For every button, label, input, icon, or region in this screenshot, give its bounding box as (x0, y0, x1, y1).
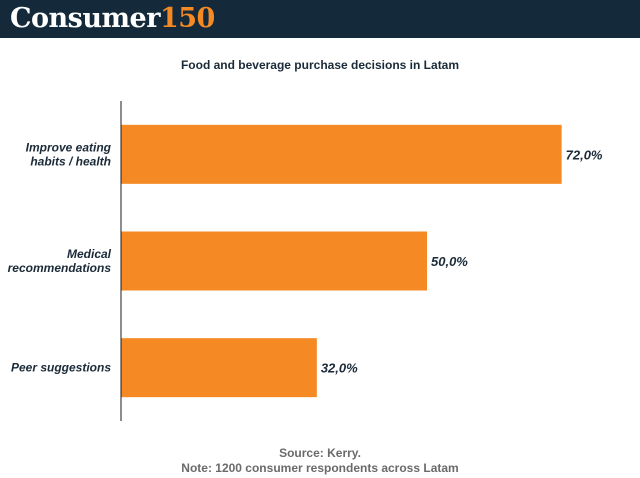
category-label-2: Medical recommendations (8, 247, 112, 275)
category-label-line: Peer suggestions (11, 361, 111, 375)
logo-number: 150 (159, 3, 215, 34)
header-bar: Consumer150 (0, 0, 640, 38)
category-label-1: Improve eating habits / health (26, 140, 112, 168)
bar-2 (121, 231, 427, 291)
value-label-1: 72,0% (566, 147, 603, 162)
category-label-line: Medical (67, 247, 112, 261)
bar-3 (121, 338, 317, 398)
consumer150-logo: Consumer150 (10, 2, 215, 36)
value-label-2: 50,0% (431, 254, 468, 269)
category-label-3: Peer suggestions (11, 361, 111, 375)
value-label-3: 32,0% (321, 361, 358, 376)
category-label-line: Improve eating (26, 140, 112, 154)
bar-1 (121, 124, 562, 184)
note-text: Note: 1200 consumer respondents across L… (181, 461, 459, 475)
source-text: Source: Kerry. (279, 446, 361, 460)
category-label-line: habits / health (30, 154, 111, 168)
category-label-line: recommendations (8, 261, 112, 275)
logo-word: Consumer (10, 3, 160, 34)
chart-title: Food and beverage purchase decisions in … (180, 58, 460, 72)
